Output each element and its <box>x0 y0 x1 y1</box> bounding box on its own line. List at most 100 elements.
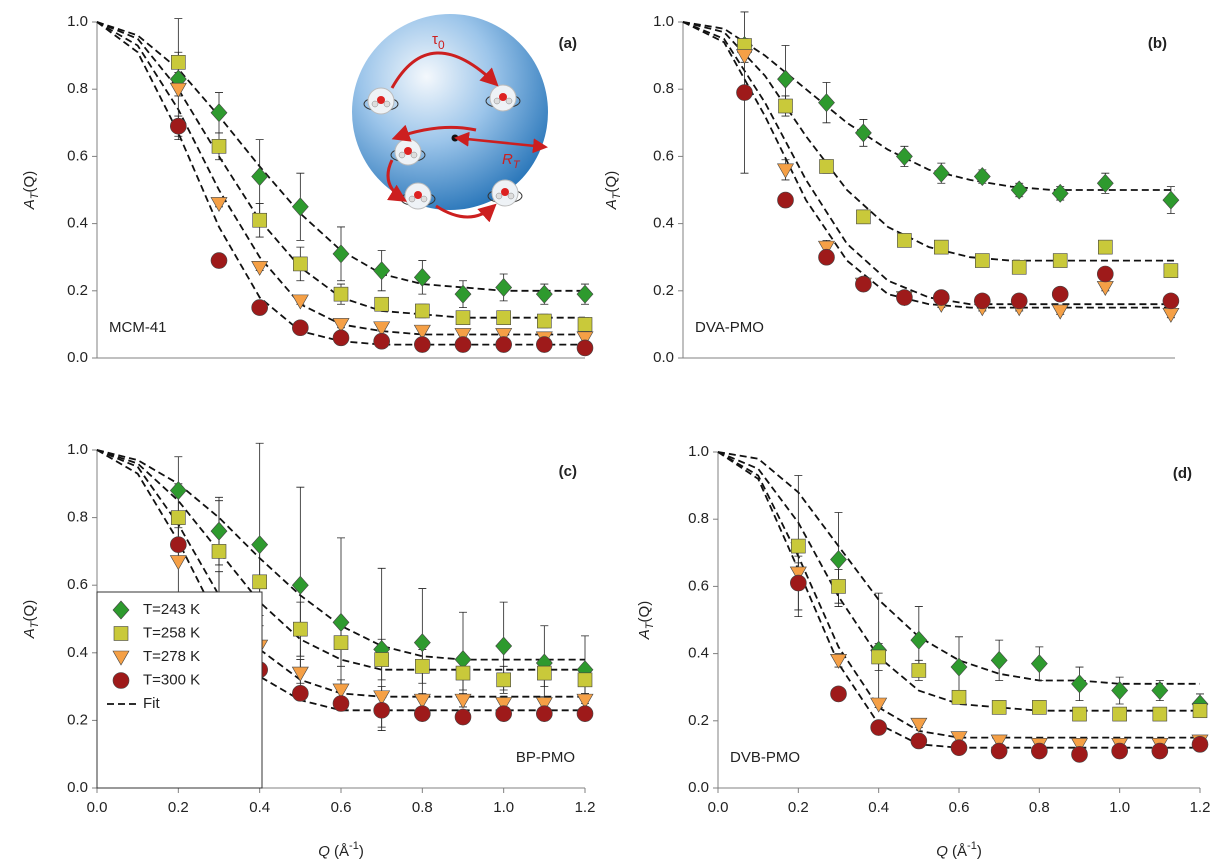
marker-triangle <box>535 697 553 713</box>
marker-square <box>1192 703 1208 719</box>
panel: 0.0 0.2 0.4 0.6 0.8 1.0 0.0 0.2 0.4 0.6 0.8 1.0 1.2 A… <box>21 441 595 860</box>
inset-oxygen <box>499 93 507 101</box>
marker-triangle <box>210 197 228 213</box>
marker-diamond <box>830 550 847 569</box>
marker-square <box>791 538 806 554</box>
marker-diamond <box>112 600 130 620</box>
marker-square <box>374 296 389 312</box>
marker-circle <box>576 339 594 357</box>
marker-diamond <box>210 521 228 541</box>
x-tick-label: 1.0 <box>493 799 514 816</box>
y-tick-label: 0.6 <box>67 147 88 164</box>
fit-curve <box>682 21 1175 191</box>
y-tick-label: 0.2 <box>653 282 674 299</box>
marker-square <box>577 317 593 332</box>
marker-circle <box>292 685 309 702</box>
marker-circle <box>170 117 187 135</box>
marker-triangle <box>1070 738 1089 753</box>
marker-circle <box>855 275 872 293</box>
marker-diamond <box>932 163 950 183</box>
x-tick-label: 0.8 <box>1029 799 1050 816</box>
y-label-main: A <box>636 629 653 640</box>
marker-circle <box>973 292 991 310</box>
panel-label: (a) <box>559 35 577 52</box>
legend-label: Fit <box>143 695 160 712</box>
marker-square <box>171 55 186 70</box>
inset-tau-sub: 0 <box>438 38 445 52</box>
marker-square <box>455 310 471 325</box>
x-label-close: ) <box>977 843 982 860</box>
marker-triangle <box>1162 308 1180 323</box>
legend-label: T=278 K <box>143 648 200 665</box>
y-label-rest: (Q) <box>636 601 653 623</box>
y-label-main: A <box>603 199 620 210</box>
marker-diamond <box>1030 654 1048 674</box>
marker-circle <box>830 685 847 703</box>
y-label-sub: T <box>29 620 41 628</box>
marker-square <box>252 212 267 228</box>
marker-diamond <box>1111 681 1129 701</box>
sample-name: BP-PMO <box>516 749 575 766</box>
inset-hydrogen <box>371 100 379 108</box>
marker-triangle <box>576 331 594 347</box>
panel-label: (b) <box>1148 35 1167 52</box>
fit-curve <box>682 21 1175 306</box>
marker-circle <box>112 672 130 689</box>
marker-triangle <box>776 163 795 179</box>
marker-diamond <box>990 650 1008 670</box>
marker-square <box>171 510 186 525</box>
fit-curve <box>682 21 1175 262</box>
x-tick-label: 0.2 <box>168 799 189 816</box>
marker-diamond <box>332 612 350 632</box>
inset-radius-symbol: R <box>502 151 513 168</box>
marker-triangle <box>789 566 807 582</box>
marker-circle <box>990 742 1008 760</box>
marker-diamond <box>454 284 472 304</box>
marker-diamond <box>854 123 872 143</box>
marker-triangle <box>990 734 1008 750</box>
marker-triangle <box>169 555 187 571</box>
inset-oxygen <box>501 188 509 196</box>
inset-hydrogen <box>493 97 501 105</box>
marker-square <box>819 159 834 174</box>
marker-circle <box>332 329 350 347</box>
y-tick-label: 1.0 <box>67 441 88 458</box>
y-tick-label: 0.4 <box>653 215 674 232</box>
x-tick-label: 0.4 <box>249 799 270 816</box>
marker-triangle <box>495 697 513 713</box>
marker-diamond <box>576 284 594 304</box>
y-label-sub: T <box>611 191 623 199</box>
x-label-sup: -1 <box>967 840 977 852</box>
x-tick-label: 0.0 <box>708 799 729 816</box>
marker-diamond <box>373 261 391 281</box>
inset-arrow <box>435 203 497 223</box>
y-tick-label: 0.4 <box>688 645 709 662</box>
marker-diamond <box>1051 183 1069 203</box>
marker-triangle <box>829 654 848 669</box>
marker-triangle <box>112 650 130 666</box>
inset-oxygen <box>414 191 422 199</box>
marker-triangle <box>454 328 472 344</box>
marker-square <box>333 286 349 302</box>
marker-square <box>496 310 511 325</box>
x-label-close: ) <box>359 843 364 860</box>
marker-square <box>1011 259 1027 275</box>
marker-square <box>577 672 593 688</box>
marker-square <box>1072 706 1087 722</box>
legend-label: T=300 K <box>143 671 200 688</box>
marker-triangle <box>373 321 391 337</box>
y-tick-label: 0.2 <box>67 282 88 299</box>
y-tick-label: 0.8 <box>67 509 88 526</box>
x-axis-label: Q (Å-1) <box>936 840 982 860</box>
marker-triangle <box>1096 281 1114 297</box>
marker-square <box>951 689 967 705</box>
marker-square <box>333 635 349 650</box>
panel: 0.0 0.2 0.4 0.6 0.8 1.0 0.0 0.2 0.4 0.6 0.8 1.0 1.2 A… <box>636 443 1210 860</box>
legend-label: T=258 K <box>143 624 200 641</box>
marker-square <box>1098 239 1113 255</box>
x-label-main: Q <box>936 843 948 860</box>
inset-hydrogen <box>420 195 428 203</box>
y-tick-label: 0.4 <box>67 644 88 661</box>
